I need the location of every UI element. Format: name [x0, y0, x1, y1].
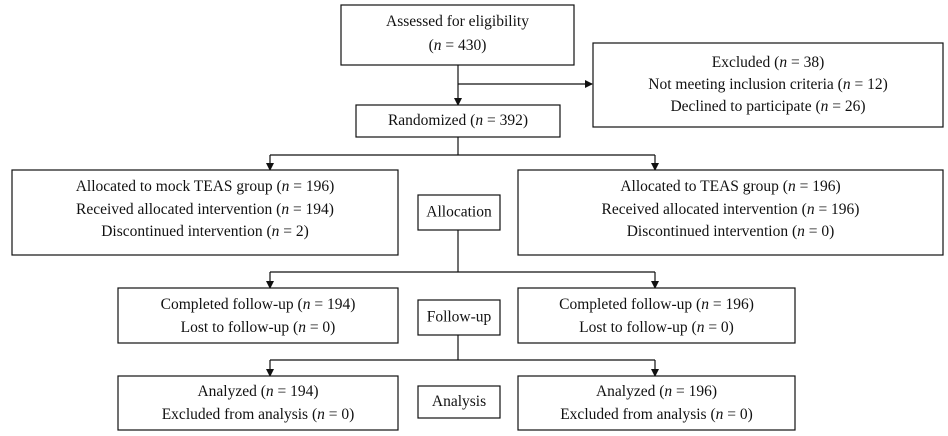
box-text: Allocated to TEAS group (n = 196)	[620, 178, 840, 195]
box	[117, 287, 399, 344]
box-text: Discontinued intervention (n = 2)	[101, 223, 309, 240]
box-text: Analyzed (n = 196)	[596, 383, 717, 400]
box	[592, 42, 944, 128]
box-text: Assessed for eligibility	[386, 13, 529, 30]
box-text: Allocated to mock TEAS group (n = 196)	[76, 178, 335, 195]
box-text: Lost to follow-up (n = 0)	[181, 319, 336, 336]
connectors	[266, 65, 659, 377]
box-text: Follow-up	[427, 308, 492, 325]
box-text: Analyzed (n = 194)	[197, 383, 318, 400]
box-text: (n = 430)	[429, 37, 487, 54]
box	[355, 104, 561, 138]
box-text: Excluded from analysis (n = 0)	[560, 406, 753, 423]
box-text: Received allocated intervention (n = 196…	[602, 201, 860, 218]
box	[417, 299, 501, 336]
box-text: Analysis	[432, 393, 486, 410]
box	[417, 194, 501, 231]
box-text: Excluded (n = 38)	[712, 54, 824, 71]
box-text: Completed follow-up (n = 196)	[559, 296, 754, 313]
box	[117, 375, 399, 431]
box	[517, 287, 796, 344]
box-text: Discontinued intervention (n = 0)	[627, 223, 835, 240]
box-text: Not meeting inclusion criteria (n = 12)	[648, 76, 887, 93]
box	[517, 375, 796, 431]
box-text: Randomized (n = 392)	[388, 112, 528, 129]
box-text: Declined to participate (n = 26)	[670, 98, 865, 115]
box-text: Received allocated intervention (n = 194…	[76, 201, 334, 218]
box-text: Excluded from analysis (n = 0)	[162, 406, 355, 423]
box-text: Allocation	[426, 203, 492, 220]
box	[340, 4, 575, 66]
box-text: Completed follow-up (n = 194)	[161, 296, 356, 313]
box	[417, 385, 501, 419]
box	[517, 169, 944, 256]
box	[11, 169, 399, 256]
box-text: Lost to follow-up (n = 0)	[579, 319, 734, 336]
